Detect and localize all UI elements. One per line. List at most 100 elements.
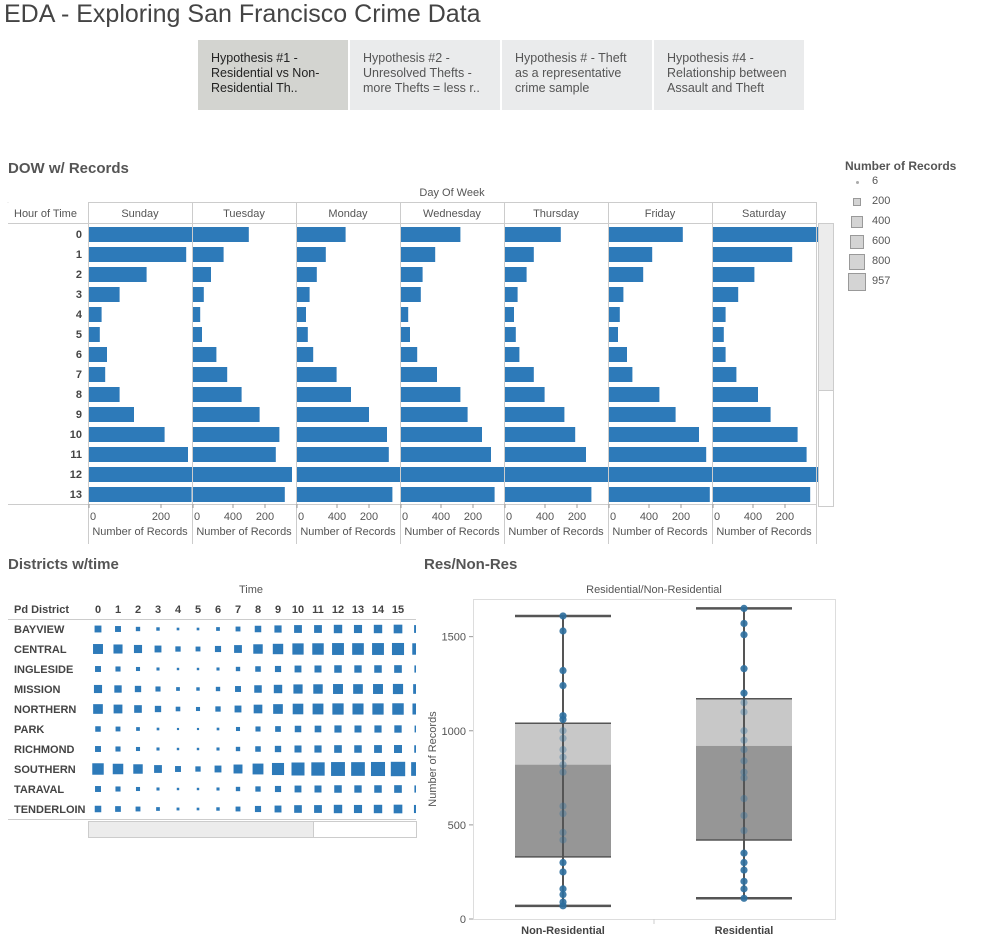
scrollbar-thumb[interactable]	[89, 822, 314, 837]
heat-square	[255, 726, 261, 732]
bar	[713, 387, 758, 402]
heat-square	[92, 763, 104, 775]
bar	[297, 387, 351, 402]
data-point	[740, 757, 748, 765]
heat-square	[235, 746, 241, 752]
data-point	[740, 727, 748, 735]
bar	[401, 467, 508, 482]
heat-square	[94, 805, 102, 813]
bar	[713, 427, 798, 442]
data-point	[740, 877, 748, 885]
heat-square	[331, 762, 345, 776]
heat-square	[390, 761, 406, 777]
district-label: RICHMOND	[14, 744, 75, 756]
x-axis-label: Number of Records	[300, 526, 396, 538]
heat-square	[413, 804, 416, 814]
heat-square	[113, 704, 123, 714]
heat-square	[175, 646, 181, 652]
data-point	[559, 890, 567, 899]
time-column-label: 10	[292, 604, 304, 616]
heat-square	[394, 785, 402, 793]
data-point	[740, 689, 748, 697]
tab-hypothesis-2[interactable]: Hypothesis #2 - Unresolved Thefts - more…	[350, 40, 500, 110]
heat-square	[134, 685, 142, 693]
heat-square	[215, 686, 221, 692]
bar	[505, 327, 516, 342]
heat-square	[294, 745, 302, 753]
time-column-label: 13	[352, 604, 364, 616]
heat-square	[255, 666, 261, 672]
heat-square	[372, 643, 384, 655]
heat-square	[294, 665, 302, 673]
x-tick-label: 400	[536, 511, 554, 523]
bar	[297, 367, 337, 382]
heat-square	[271, 762, 285, 776]
bar	[609, 307, 620, 322]
bar	[505, 267, 527, 282]
legend-label: 200	[872, 195, 891, 207]
heat-square	[156, 747, 160, 751]
heat-square	[293, 684, 303, 694]
district-label: CENTRAL	[14, 644, 67, 656]
heat-square	[175, 706, 181, 712]
tab-hypothesis-3[interactable]: Hypothesis # - Theft as a representative…	[502, 40, 652, 110]
data-point	[740, 768, 748, 776]
bar	[297, 227, 346, 242]
bar	[505, 307, 514, 322]
bar	[609, 467, 714, 482]
heat-square	[413, 684, 416, 694]
hour-label: 10	[70, 429, 82, 441]
data-point	[559, 753, 567, 761]
time-column-label: 1	[115, 604, 121, 616]
bar	[713, 287, 739, 302]
time-column-label: 2	[135, 604, 141, 616]
bar	[401, 287, 421, 302]
heat-square	[370, 761, 386, 777]
bar	[89, 287, 120, 302]
tab-hypothesis-1[interactable]: Hypothesis #1 - Residential vs Non-Resid…	[198, 40, 348, 110]
districts-horizontal-scrollbar[interactable]	[88, 821, 417, 838]
x-axis-label: Number of Records	[92, 526, 188, 538]
scrollbar-thumb[interactable]	[819, 224, 833, 391]
data-point	[559, 858, 567, 867]
data-point	[559, 666, 567, 675]
heat-square	[334, 745, 342, 753]
y-tick-label: 500	[448, 820, 466, 832]
heat-square	[373, 684, 383, 694]
heat-square	[414, 745, 416, 753]
x-axis-label: Number of Records	[196, 526, 292, 538]
data-point	[559, 828, 567, 837]
data-point	[559, 627, 567, 635]
bar	[609, 287, 624, 302]
tab-hypothesis-4[interactable]: Hypothesis #4 - Relationship between Ass…	[654, 40, 804, 110]
heat-square	[235, 726, 241, 732]
bar	[89, 307, 102, 322]
legend-size-swatch	[851, 216, 863, 228]
heat-square	[235, 806, 241, 812]
bar	[609, 407, 676, 422]
bar	[609, 427, 699, 442]
x-tick-label: 0	[402, 511, 408, 523]
heat-square	[274, 665, 282, 673]
heat-square	[414, 665, 416, 673]
heat-square	[273, 684, 283, 694]
dow-vertical-scrollbar[interactable]	[818, 223, 834, 507]
district-column-header: Pd District	[14, 604, 69, 616]
data-point	[559, 802, 567, 810]
time-column-label: 5	[195, 604, 201, 616]
bar	[193, 307, 201, 322]
heat-square	[393, 804, 403, 814]
data-point	[559, 745, 567, 754]
heat-square	[333, 624, 343, 634]
heat-square	[154, 765, 162, 773]
bar	[609, 347, 627, 362]
bar	[193, 427, 280, 442]
heat-square	[216, 747, 220, 751]
heat-square	[352, 703, 364, 715]
bar	[297, 307, 306, 322]
heat-square	[95, 666, 101, 672]
bar	[609, 387, 660, 402]
bar	[401, 387, 461, 402]
bar	[505, 287, 518, 302]
